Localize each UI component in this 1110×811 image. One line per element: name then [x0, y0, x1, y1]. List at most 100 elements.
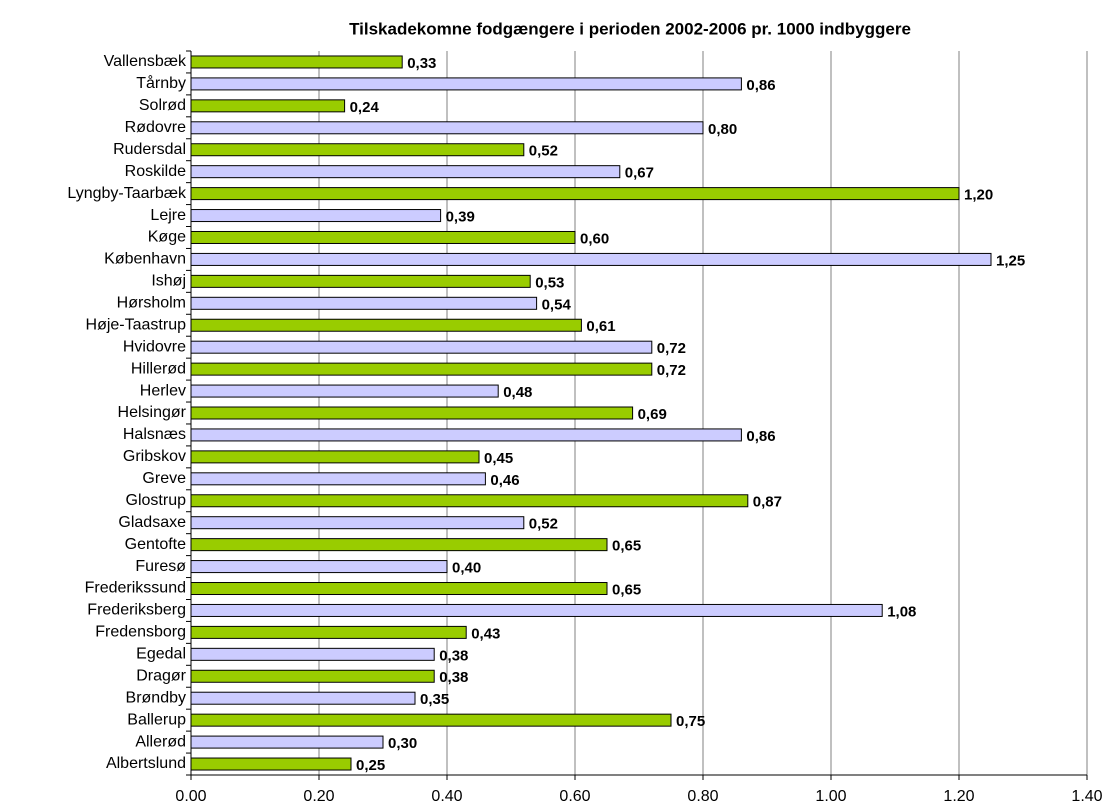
bar — [190, 318, 582, 332]
value-label: 0,52 — [529, 143, 558, 160]
value-label: 0,48 — [503, 384, 532, 401]
x-tick-label: 1.20 — [943, 788, 974, 805]
value-label: 0,87 — [753, 494, 782, 511]
y-tick-label: Hørsholm — [117, 295, 186, 312]
value-label: 0,72 — [657, 340, 686, 357]
y-tick-label: Albertslund — [106, 755, 186, 772]
bar — [190, 538, 608, 552]
bar — [190, 406, 634, 420]
bar — [190, 735, 384, 749]
value-label: 0,65 — [612, 538, 641, 555]
y-tick-label: Egedal — [136, 646, 186, 663]
bar — [190, 428, 742, 442]
y-tick-label: Ishøj — [151, 273, 186, 290]
x-tick-label: 0.00 — [175, 788, 206, 805]
y-tick-label: Tårnby — [136, 74, 186, 92]
value-label: 0,39 — [446, 209, 475, 226]
bar — [190, 582, 608, 596]
y-tick-label: Hvidovre — [123, 338, 186, 355]
bar — [190, 691, 416, 705]
bar — [190, 757, 352, 771]
value-label: 0,38 — [439, 647, 468, 664]
y-tick-label: Rudersdal — [113, 141, 186, 158]
value-label: 0,25 — [356, 757, 385, 774]
y-tick-label: Helsingør — [118, 404, 187, 421]
y-tick-label: Ballerup — [127, 711, 186, 728]
value-label: 0,35 — [420, 691, 449, 708]
bar — [190, 362, 653, 376]
bar — [190, 274, 531, 288]
y-tick-label: Hillerød — [131, 360, 186, 377]
bar — [190, 187, 960, 201]
bar — [190, 713, 672, 727]
value-label: 0,43 — [471, 625, 500, 642]
value-label: 0,53 — [535, 274, 564, 291]
y-tick-label: Køge — [148, 229, 186, 246]
bar — [190, 450, 480, 464]
y-tick-label: Herlev — [140, 382, 186, 399]
x-tick-label: 0.80 — [687, 788, 718, 805]
value-label: 1,08 — [887, 603, 916, 620]
chart-title: Tilskadekomne fodgængere i perioden 2002… — [349, 19, 911, 38]
bar — [190, 99, 346, 113]
x-tick-label: 1.00 — [815, 788, 846, 805]
y-tick-label: Vallensbæk — [104, 53, 187, 70]
bar — [190, 494, 749, 508]
value-label: 0,86 — [746, 428, 775, 445]
y-tick-label: Gentofte — [125, 536, 186, 553]
bar — [190, 647, 435, 661]
bar — [190, 77, 742, 91]
y-tick-label: Solrød — [139, 97, 186, 114]
bar — [190, 230, 576, 244]
value-label: 0,86 — [746, 77, 775, 94]
y-tick-label: Frederikssund — [85, 580, 186, 597]
y-tick-label: Roskilde — [125, 163, 186, 180]
value-label: 0,67 — [625, 165, 654, 182]
y-tick-label: Fredensborg — [95, 624, 186, 641]
y-tick-label: Greve — [142, 470, 186, 487]
bar — [190, 252, 992, 266]
bar — [190, 384, 499, 398]
bar — [190, 165, 621, 179]
value-label: 0,52 — [529, 516, 558, 533]
value-label: 0,61 — [586, 318, 615, 335]
value-label: 0,65 — [612, 581, 641, 598]
value-label: 0,54 — [542, 296, 572, 313]
y-tick-label: Lyngby-Taarbæk — [67, 185, 187, 202]
bar — [190, 516, 525, 530]
y-tick-label: Halsnæs — [123, 426, 186, 443]
bar — [190, 209, 442, 223]
y-tick-label: Høje-Taastrup — [86, 316, 187, 333]
bar — [190, 121, 704, 135]
bar — [190, 472, 486, 486]
value-label: 0,69 — [638, 406, 667, 423]
bar — [190, 296, 538, 310]
y-tick-label: Glostrup — [126, 492, 187, 509]
bar — [190, 560, 448, 574]
value-label: 0,33 — [407, 55, 436, 72]
bar — [190, 55, 403, 69]
value-label: 0,80 — [708, 121, 737, 138]
y-tick-label: Brøndby — [126, 689, 186, 706]
value-label: 0,30 — [388, 735, 417, 752]
y-tick-label: Rødovre — [125, 119, 186, 136]
y-tick-label: Allerød — [135, 733, 186, 750]
value-label: 0,45 — [484, 450, 513, 467]
bar — [190, 669, 435, 683]
y-tick-label: Frederiksberg — [87, 602, 186, 619]
y-tick-label: Gribskov — [123, 448, 186, 465]
value-label: 0,38 — [439, 669, 468, 686]
x-tick-label: 0.20 — [303, 788, 334, 805]
x-tick-label: 1.40 — [1071, 788, 1102, 805]
y-tick-label: Dragør — [136, 667, 186, 684]
bar — [190, 340, 653, 354]
y-tick-label: København — [104, 251, 186, 268]
value-label: 0,60 — [580, 230, 609, 247]
value-label: 1,20 — [964, 187, 993, 204]
y-tick-label: Lejre — [150, 207, 186, 224]
bar — [190, 603, 883, 617]
x-tick-label: 0.60 — [559, 788, 590, 805]
value-label: 1,25 — [996, 252, 1025, 269]
